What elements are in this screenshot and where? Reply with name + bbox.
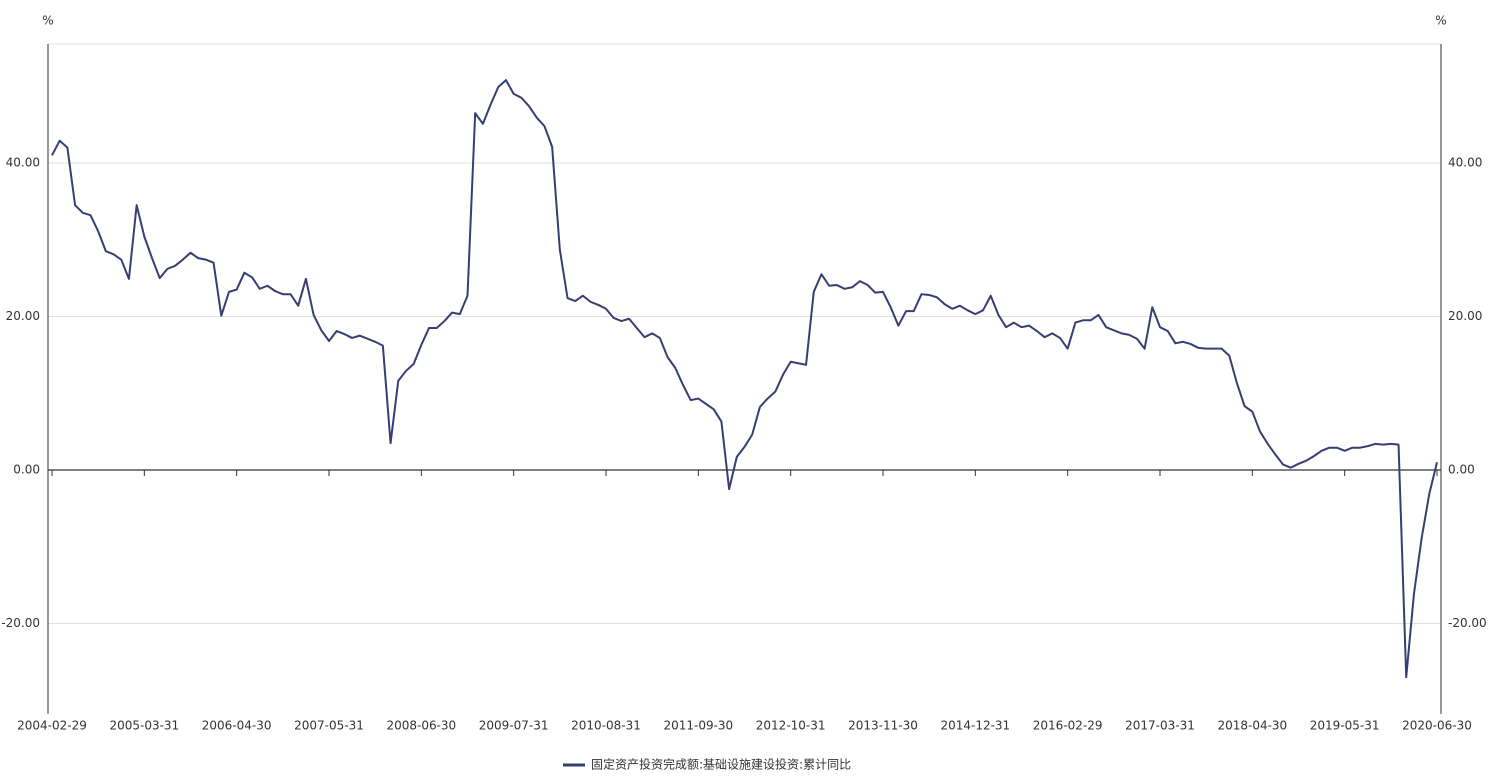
y2-tick-label: 0.00 <box>1448 462 1475 476</box>
legend-label: 固定资产投资完成额:基础设施建设投资:累计同比 <box>591 757 851 772</box>
series-line <box>51 79 1438 679</box>
x-tick-label: 2008-06-30 <box>386 719 456 733</box>
y2-tick-label: 20.00 <box>1448 309 1482 323</box>
x-tick-label: 2013-11-30 <box>848 719 918 733</box>
x-tick-label: 2014-12-31 <box>940 719 1010 733</box>
y-tick-label: 0.00 <box>13 462 40 476</box>
x-tick-label: 2019-05-31 <box>1310 719 1380 733</box>
x-tick-label: 2004-02-29 <box>17 719 87 733</box>
y2-tick-label: 40.00 <box>1448 155 1482 169</box>
x-tick-label: 2018-04-30 <box>1217 719 1287 733</box>
x-tick-label: 2020-06-30 <box>1402 719 1472 733</box>
y-tick-label: 40.00 <box>6 155 40 169</box>
x-tick-label: 2016-02-29 <box>1033 719 1103 733</box>
x-tick-label: 2011-09-30 <box>663 719 733 733</box>
y-tick-label: 20.00 <box>6 309 40 323</box>
y-tick-label: -20.00 <box>1 616 40 630</box>
x-tick-label: 2010-08-31 <box>571 719 641 733</box>
x-tick-label: 2017-03-31 <box>1125 719 1195 733</box>
y-unit: % <box>42 14 53 28</box>
y2-tick-label: -20.00 <box>1448 616 1487 630</box>
x-tick-label: 2012-10-31 <box>756 719 826 733</box>
y2-unit: % <box>1435 14 1446 28</box>
x-tick-label: 2005-03-31 <box>109 719 179 733</box>
x-tick-label: 2006-04-30 <box>202 719 272 733</box>
x-tick-label: 2009-07-31 <box>479 719 549 733</box>
x-tick-label: 2007-05-31 <box>294 719 364 733</box>
